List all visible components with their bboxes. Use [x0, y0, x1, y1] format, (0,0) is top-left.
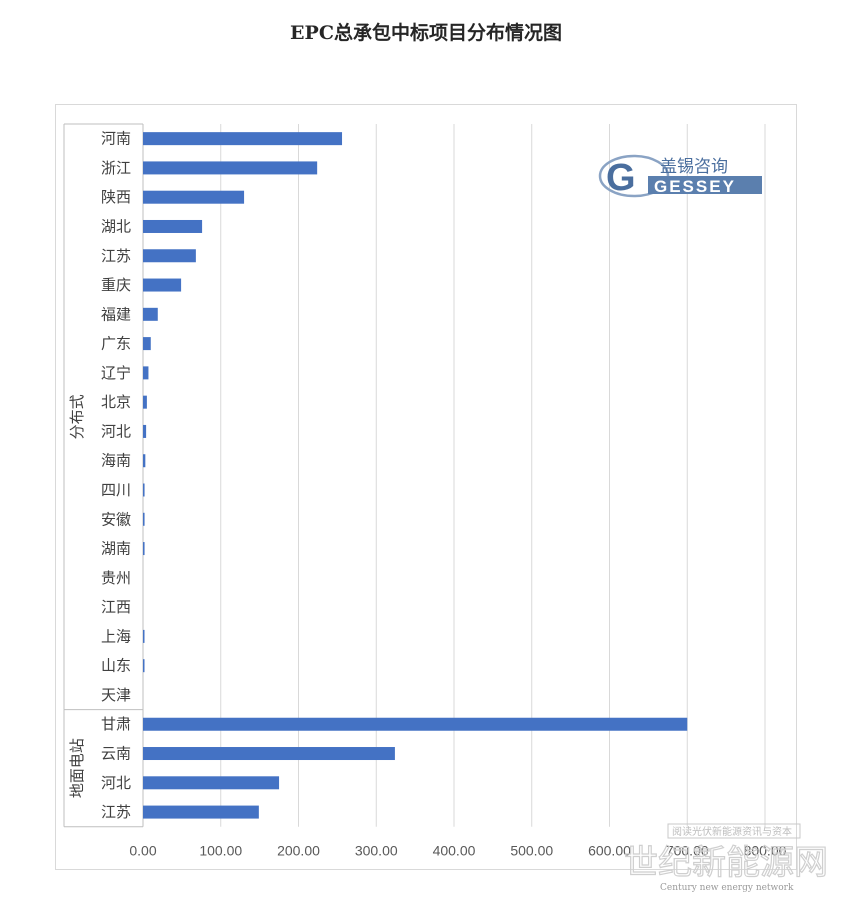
category-label: 河北: [101, 422, 131, 440]
x-tick-label: 600.00: [588, 843, 631, 859]
chart-title: EPC总承包中标项目分布情况图: [290, 22, 562, 44]
category-label: 海南: [101, 452, 131, 470]
category-label: 上海: [101, 627, 131, 645]
watermark: 阅读光伏新能源资讯与资本 世纪新能源网 Century new energy n…: [620, 818, 850, 898]
category-label: 江西: [101, 598, 131, 616]
bar: [143, 776, 280, 790]
bar: [143, 161, 318, 175]
bar: [143, 278, 182, 292]
category-label: 重庆: [101, 276, 131, 294]
x-tick-label: 700.00: [666, 843, 709, 859]
bar: [143, 424, 147, 438]
watermark-line1: 阅读光伏新能源资讯与资本: [672, 825, 792, 838]
logo-cn-text: 盖锡咨询: [660, 157, 728, 177]
bar: [143, 483, 145, 497]
category-label: 湖北: [101, 217, 131, 235]
bar: [143, 629, 145, 643]
bar: [143, 249, 196, 263]
group-label: 分布式: [68, 394, 86, 439]
category-label: 云南: [101, 745, 131, 763]
x-tick-label: 200.00: [277, 843, 320, 859]
logo-en-text: GESSEY: [654, 177, 736, 196]
category-label: 湖南: [101, 540, 131, 558]
category-label: 辽宁: [101, 364, 131, 382]
bar: [143, 132, 343, 146]
category-label: 广东: [101, 335, 131, 353]
category-label: 甘肃: [101, 715, 131, 733]
category-label: 北京: [101, 393, 131, 411]
category-label: 陕西: [101, 188, 131, 206]
bar: [143, 659, 145, 673]
bar: [143, 454, 146, 468]
x-tick-label: 0.00: [129, 843, 156, 859]
bar: [143, 395, 147, 409]
logo-g-letter: G: [606, 157, 636, 198]
bar: [143, 366, 149, 380]
category-label: 福建: [101, 305, 131, 323]
category-label: 天津: [101, 686, 131, 704]
x-tick-label: 400.00: [433, 843, 476, 859]
category-label: 贵州: [101, 569, 131, 587]
category-label: 安徽: [101, 510, 131, 528]
x-tick-label: 800.00: [744, 843, 787, 859]
gessey-logo: G 盖锡咨询 GESSEY: [598, 150, 764, 199]
category-label: 四川: [101, 481, 131, 499]
bar: [143, 190, 245, 204]
bar: [143, 337, 151, 351]
category-label: 山东: [101, 657, 131, 675]
group-label: 地面电站: [68, 738, 86, 798]
bar: [143, 747, 395, 761]
bar: [143, 512, 145, 526]
x-tick-label: 100.00: [199, 843, 242, 859]
bar: [143, 805, 259, 819]
category-label: 江苏: [101, 803, 131, 821]
category-label: 江苏: [101, 247, 131, 265]
bar: [143, 717, 688, 731]
watermark-line3: Century new energy network: [660, 883, 794, 893]
category-label: 河南: [101, 130, 131, 148]
category-label: 河北: [101, 774, 131, 792]
bar: [143, 542, 145, 556]
bar: [143, 219, 203, 233]
chart-frame: [55, 104, 797, 870]
watermark-line2: 世纪新能源网: [624, 843, 828, 883]
category-label: 浙江: [101, 159, 131, 177]
x-tick-label: 500.00: [510, 843, 553, 859]
x-tick-label: 300.00: [355, 843, 398, 859]
bar: [143, 307, 158, 321]
